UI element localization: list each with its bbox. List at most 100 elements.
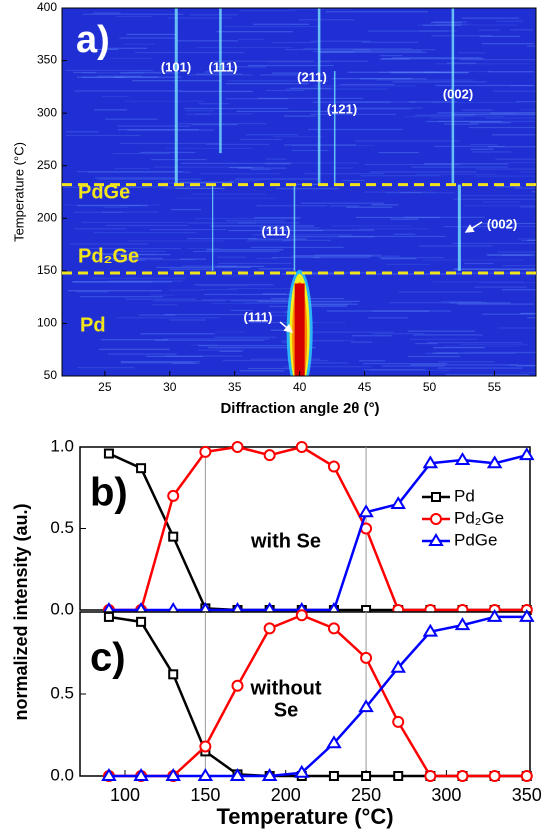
marker (168, 531, 179, 542)
heatmap-noise (151, 304, 178, 306)
heatmap-noise (356, 216, 441, 219)
marker (263, 622, 276, 635)
heatmap-noise (291, 144, 375, 147)
heatmap-noise (93, 232, 197, 234)
heatmap-noise (432, 101, 520, 103)
peak-label: (121) (327, 101, 357, 116)
x-axis-label: Diffraction angle 2θ (°) (220, 400, 379, 417)
heatmap-noise (248, 238, 307, 240)
x-tick-label: 35 (228, 380, 242, 394)
heatmap-noise (153, 166, 264, 168)
heatmap-noise (289, 303, 358, 305)
heatmap-noise (125, 298, 197, 300)
heatmap-noise (224, 25, 321, 28)
marker (168, 669, 179, 680)
heatmap-noise (411, 166, 508, 168)
heatmap-noise (378, 71, 441, 73)
heatmap-noise (177, 40, 239, 42)
heatmap-noise (214, 336, 277, 338)
heatmap-noise (150, 294, 175, 296)
heatmap-noise (257, 257, 279, 260)
heatmap-noise (240, 138, 283, 141)
heatmap-noise (453, 198, 536, 200)
diffraction-streak (293, 184, 296, 271)
heatmap-noise (246, 240, 290, 242)
x-tick-label: 40 (293, 380, 307, 394)
heatmap-noise (520, 206, 536, 208)
marker (295, 441, 308, 453)
marker (197, 768, 214, 781)
heatmap-noise (239, 370, 285, 372)
heatmap-noise (381, 58, 484, 60)
heatmap-noise (319, 60, 368, 62)
heatmap-noise (65, 134, 141, 137)
heatmap-noise (225, 98, 289, 100)
heatmap-noise (423, 71, 469, 73)
heatmap-noise (350, 341, 373, 343)
heatmap-noise (100, 339, 168, 341)
heatmap-noise (516, 365, 536, 367)
heatmap-noise (237, 167, 287, 169)
heatmap-noise (108, 353, 177, 355)
heatmap-noise (238, 38, 265, 41)
heatmap-noise (313, 256, 371, 259)
marker (454, 452, 471, 466)
y-tick-label: 350 (37, 53, 57, 67)
heatmap-noise (296, 322, 346, 324)
x-tick-label: 25 (98, 380, 112, 394)
heatmap-noise (74, 90, 182, 92)
x-tick-label: 50 (423, 380, 437, 394)
heatmap-noise (492, 134, 536, 136)
heatmap-noise (410, 364, 519, 366)
heatmap-noise (437, 367, 523, 369)
heatmap-noise (340, 83, 395, 86)
heatmap-noise (151, 159, 207, 161)
marker (358, 699, 374, 713)
heatmap-noise (198, 103, 229, 105)
heatmap-noise (389, 302, 487, 304)
heatmap-noise (470, 148, 494, 150)
heatmap-noise (250, 321, 314, 324)
heatmap-noise (284, 48, 371, 51)
heatmap-noise (101, 95, 129, 98)
heatmap-noise (497, 327, 536, 329)
heatmap-noise (258, 97, 364, 99)
heatmap-noise (116, 317, 220, 319)
heatmap-noise (171, 362, 200, 365)
heatmap-content (62, 8, 536, 376)
heatmap-noise (497, 251, 536, 253)
peak-core (294, 283, 305, 376)
diffraction-streak (317, 8, 321, 185)
heatmap-noise (129, 71, 162, 73)
heatmap-noise (377, 257, 444, 259)
heatmap-noise (443, 226, 516, 228)
heatmap-noise (372, 310, 452, 312)
annotation-arrow (279, 321, 294, 333)
heatmap-noise (229, 287, 308, 290)
heatmap-noise (73, 281, 152, 283)
heatmap-noise (120, 362, 195, 364)
heatmap-noise (438, 120, 536, 122)
heatmap-noise (415, 343, 438, 345)
heatmap-noise (520, 109, 536, 111)
heatmap-noise (482, 313, 536, 315)
heatmap-noise (134, 51, 245, 54)
heatmap-noise (470, 143, 498, 146)
heatmap-noise (204, 293, 296, 296)
heatmap-noise (198, 344, 301, 347)
heatmap-noise (337, 108, 412, 110)
heatmap-noise (76, 171, 184, 173)
heatmap-noise (320, 50, 422, 52)
legend-label: Pd₂Ge (454, 508, 504, 527)
axes-frame (61, 7, 537, 377)
heatmap-noise (77, 205, 148, 207)
heatmap-noise (117, 125, 191, 127)
heatmap-noise (140, 333, 215, 335)
heatmap-noise (62, 186, 149, 188)
heatmap-noise (519, 371, 536, 374)
heatmap-noise (376, 79, 474, 81)
heatmap-noise (479, 35, 521, 38)
heatmap-noise (260, 74, 327, 76)
marker (136, 463, 147, 474)
heatmap-noise (105, 224, 188, 227)
